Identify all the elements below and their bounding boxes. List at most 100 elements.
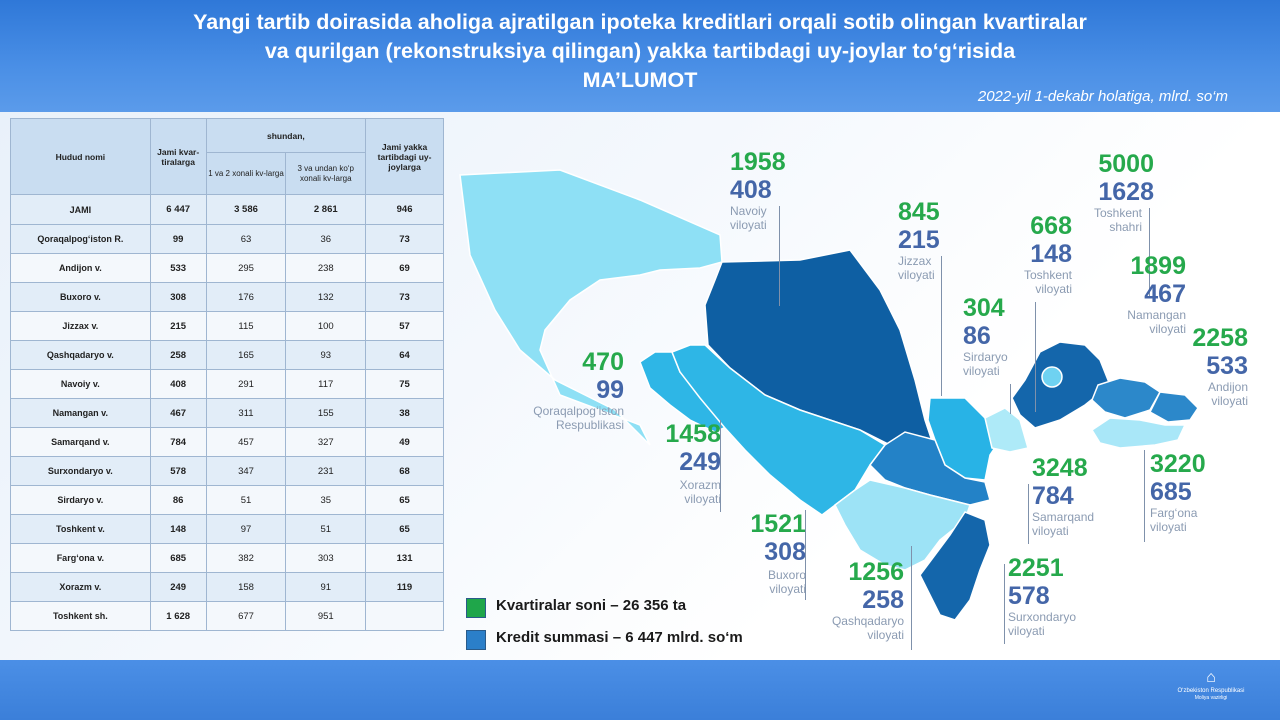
label-buxoro-name1: Buxoro — [767, 568, 806, 582]
cell-1-2-rooms: 347 — [205, 456, 287, 486]
date-subtitle: 2022-yil 1-dekabr holatiga, mlrd. so‘m — [977, 88, 1228, 105]
label-namangan-sum: 467 — [1144, 280, 1186, 308]
cell-1-2-rooms: 165 — [205, 340, 287, 370]
cell-houses: 131 — [365, 543, 444, 573]
legend-sum-swatch — [466, 630, 486, 650]
cell-houses: 38 — [365, 398, 444, 428]
label-buxoro-count: 1521 — [750, 510, 806, 538]
col-header-sub2: 3 va undan ko‘p xonali kv-larga — [285, 152, 367, 195]
label-surxondaryo: 2251 578 Surxondaryo viloyati — [1000, 554, 1096, 644]
ministry-logo: ⌂ O‘zbekiston Respublikasi Moliya vazirl… — [1170, 669, 1252, 702]
cell-houses: 119 — [365, 572, 444, 602]
table-row: Qoraqalpog‘iston R. 99 63 36 73 — [10, 224, 444, 254]
cell-houses: 65 — [365, 485, 444, 515]
label-qoraqalpogiston-sum: 99 — [596, 376, 624, 404]
cell-3plus-rooms: 132 — [285, 282, 367, 312]
label-qoraqalpogiston: 470 99 Qoraqalpog‘iston Respublikasi — [500, 348, 624, 432]
legend-sum-label: Kredit summasi – 6 447 mlrd. so‘m — [496, 629, 743, 646]
legend-count-label: Kvartiralar soni – 26 356 ta — [496, 597, 687, 614]
label-toshkent-shahri: 5000 1628 Toshkent shahri — [1070, 150, 1154, 298]
cell-1-2-rooms: 291 — [205, 369, 287, 399]
label-buxoro: 1521 308 Buxoro viloyati — [728, 510, 806, 600]
label-sirdaryo: 304 86 Sirdaryo viloyati — [955, 294, 1025, 414]
cell-total: 533 — [149, 253, 207, 283]
table-row: Namangan v. 467 311 155 38 — [10, 398, 444, 428]
label-xorazm-sum: 249 — [679, 448, 721, 476]
cell-1-2-rooms: 3 586 — [205, 194, 287, 225]
cell-region: Namangan v. — [10, 398, 151, 428]
cell-1-2-rooms: 295 — [205, 253, 287, 283]
cell-total: 408 — [149, 369, 207, 399]
label-qashqadaryo: 1256 258 Qashqadaryo viloyati — [812, 546, 912, 650]
cell-total: 215 — [149, 311, 207, 341]
cell-3plus-rooms: 951 — [285, 601, 367, 631]
cell-total: 148 — [149, 514, 207, 544]
cell-region: Navoiy v. — [10, 369, 151, 399]
table-row: Navoiy v. 408 291 117 75 — [10, 369, 444, 399]
label-jizzax-count: 845 — [898, 198, 940, 226]
label-toshkent-viloyati-count: 668 — [1030, 212, 1072, 240]
label-navoiy-name2: viloyati — [730, 218, 767, 232]
table-row: Andijon v. 533 295 238 69 — [10, 253, 444, 283]
cell-3plus-rooms: 100 — [285, 311, 367, 341]
label-jizzax: 845 215 Jizzax viloyati — [880, 198, 942, 396]
building-icon: ⌂ — [1206, 669, 1216, 686]
label-toshkent-viloyati-sum: 148 — [1030, 240, 1072, 268]
label-namangan-name2: viloyati — [1149, 322, 1186, 336]
footer-banner — [0, 660, 1280, 720]
label-fargona-count: 3220 — [1150, 450, 1206, 478]
cell-3plus-rooms: 51 — [285, 514, 367, 544]
label-toshkent-shahri-name2: shahri — [1109, 220, 1142, 234]
label-toshkent-shahri-name1: Toshkent — [1093, 206, 1142, 220]
col-header-region: Hudud nomi — [10, 118, 151, 195]
label-sirdaryo-name2: viloyati — [963, 364, 1000, 378]
cell-3plus-rooms: 36 — [285, 224, 367, 254]
label-andijon-name2: viloyati — [1211, 394, 1248, 408]
label-xorazm-leader — [720, 420, 721, 512]
cell-region: Andijon v. — [10, 253, 151, 283]
label-qashqadaryo-leader — [911, 546, 912, 650]
label-buxoro-name2: viloyati — [769, 582, 806, 596]
label-surxondaryo-leader — [1004, 564, 1005, 644]
cell-total: 308 — [149, 282, 207, 312]
label-qashqadaryo-name1: Qashqadaryo — [831, 614, 904, 628]
col-header-total: Jami kvar-tiralarga — [149, 118, 207, 195]
cell-region: Qashqadaryo v. — [10, 340, 151, 370]
cell-3plus-rooms: 93 — [285, 340, 367, 370]
label-qoraqalpogiston-count: 470 — [582, 348, 624, 376]
title-line-3: MA’LUMOT — [582, 68, 698, 92]
data-table-panel: Hudud nomi Jami kvar-tiralarga shundan, … — [10, 118, 444, 656]
cell-1-2-rooms: 382 — [205, 543, 287, 573]
cell-region: Toshkent v. — [10, 514, 151, 544]
label-qashqadaryo-name2: viloyati — [867, 628, 904, 642]
table-row: Samarqand v. 784 457 327 49 — [10, 427, 444, 457]
legend-count-swatch — [466, 598, 486, 618]
cell-region: Samarqand v. — [10, 427, 151, 457]
title-line-2: va qurilgan (rekonstruksiya qilingan) ya… — [264, 39, 1016, 63]
label-sirdaryo-count: 304 — [963, 294, 1005, 322]
label-andijon-sum: 533 — [1206, 352, 1248, 380]
cell-houses: 75 — [365, 369, 444, 399]
label-andijon-name1: Andijon — [1207, 380, 1248, 394]
label-toshkent-viloyati-name2: viloyati — [1035, 282, 1072, 296]
cell-houses: 69 — [365, 253, 444, 283]
cell-total: 784 — [149, 427, 207, 457]
label-navoiy-leader — [779, 206, 780, 306]
label-toshkent-shahri-leader — [1149, 208, 1150, 298]
label-qoraqalpogiston-name1: Qoraqalpog‘iston — [533, 404, 624, 418]
label-andijon-count: 2258 — [1192, 324, 1248, 352]
table-row: Sirdaryo v. 86 51 35 65 — [10, 485, 444, 515]
label-xorazm: 1458 249 Xorazm viloyati — [645, 420, 721, 512]
label-samarqand: 3248 784 Samarqand viloyati — [1010, 454, 1110, 544]
cell-houses — [365, 601, 444, 631]
label-namangan-count: 1899 — [1130, 252, 1186, 280]
label-xorazm-name2: viloyati — [684, 492, 721, 506]
cell-region: Jizzax v. — [10, 311, 151, 341]
cell-1-2-rooms: 97 — [205, 514, 287, 544]
label-sirdaryo-leader — [1010, 384, 1011, 414]
cell-1-2-rooms: 158 — [205, 572, 287, 602]
cell-region: Farg‘ona v. — [10, 543, 151, 573]
cell-houses: 946 — [365, 194, 444, 225]
cell-3plus-rooms: 327 — [285, 427, 367, 457]
table-body: JAMI 6 447 3 586 2 861 946 Qoraqalpog‘iston R… — [10, 194, 444, 631]
